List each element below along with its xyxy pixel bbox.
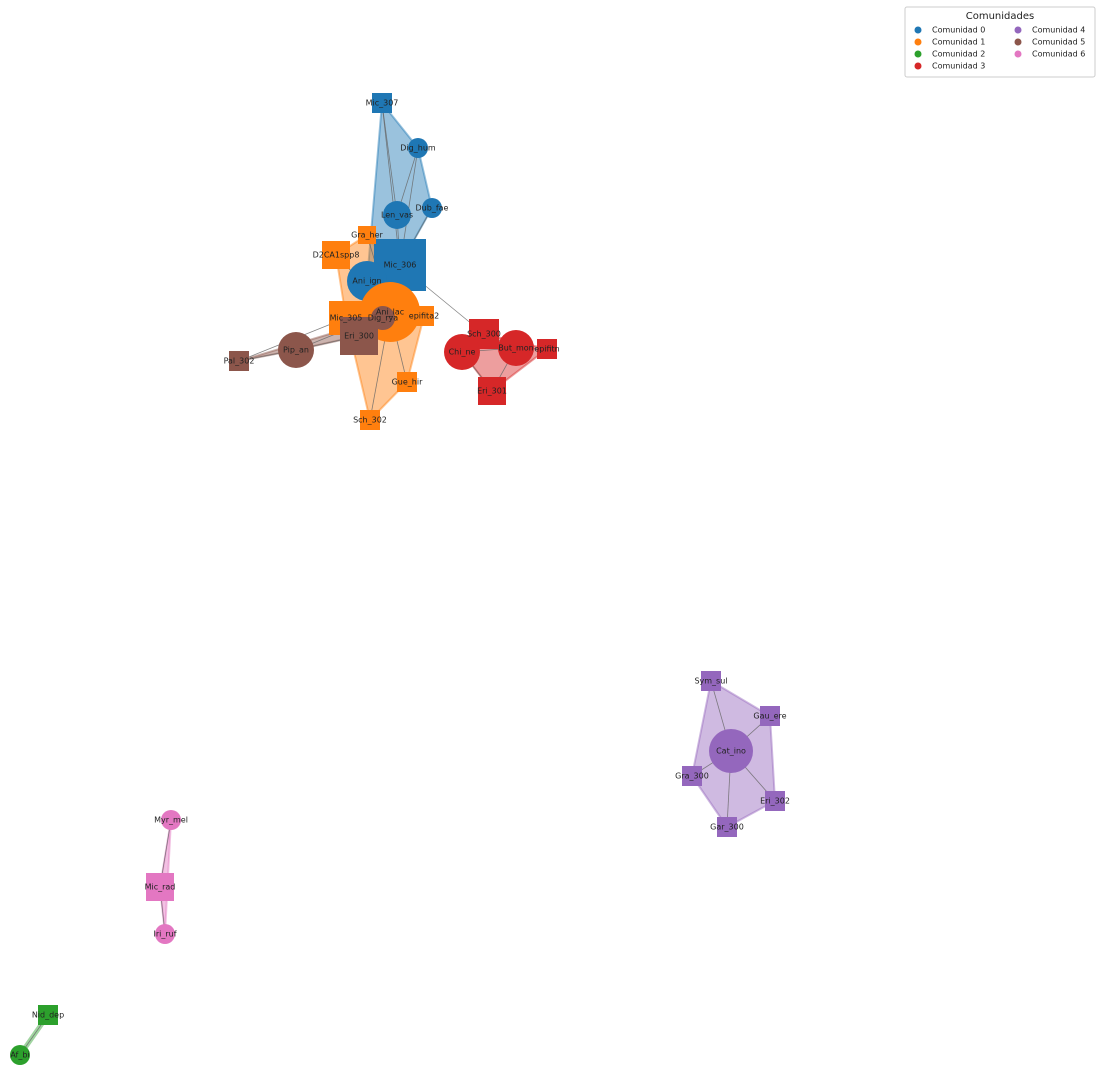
- legend-label: Comunidad 1: [932, 38, 985, 47]
- node: [478, 377, 506, 405]
- node-label: D2CA1spp8: [313, 251, 360, 260]
- legend-label: Comunidad 6: [1032, 50, 1085, 59]
- node-label: Gra_300: [675, 772, 709, 781]
- node-label: Eri_302: [760, 797, 790, 806]
- node: [701, 671, 721, 691]
- legend-box: [904, 6, 1096, 78]
- node: [358, 226, 376, 244]
- node: [161, 810, 181, 830]
- legend-label: Comunidad 2: [932, 50, 985, 59]
- legend-marker: [1014, 50, 1022, 58]
- node: [414, 306, 434, 326]
- node-label: Dig_rya: [368, 314, 398, 323]
- node: [10, 1045, 30, 1065]
- node-label: Dub_fae: [416, 204, 449, 213]
- node-label: Gue_hir: [392, 378, 423, 387]
- node-label: epifitn: [534, 345, 559, 354]
- node-label: Myr_mel: [154, 816, 188, 825]
- node: [340, 317, 378, 355]
- node-label: Sch_302: [353, 416, 387, 425]
- legend-marker: [914, 50, 922, 58]
- node-label: But_mon: [498, 344, 533, 353]
- node-label: Len_vas: [381, 211, 413, 220]
- node-label: Eri_300: [344, 332, 374, 341]
- node-label: Sym_sul: [694, 677, 727, 686]
- node: [422, 198, 442, 218]
- legend-label: Comunidad 3: [932, 62, 985, 71]
- node-label: Iri_ruf: [153, 930, 176, 939]
- node-label: Ani_lac: [376, 308, 404, 317]
- node: [444, 334, 480, 370]
- node: [372, 93, 392, 113]
- node-label: Af_bi: [10, 1051, 29, 1060]
- node: [682, 766, 702, 786]
- node: [360, 410, 380, 430]
- node: [155, 924, 175, 944]
- node: [765, 791, 785, 811]
- node: [717, 817, 737, 837]
- legend-title: Comunidades: [966, 11, 1034, 22]
- node: [760, 706, 780, 726]
- legend-label: Comunidad 5: [1032, 38, 1085, 47]
- node-label: Dig_hum: [400, 144, 436, 153]
- node-label: Mic_307: [366, 99, 399, 108]
- node: [383, 201, 411, 229]
- node: [408, 138, 428, 158]
- node: [709, 729, 753, 773]
- node-label: Sch_300: [467, 330, 501, 339]
- legend-label: Comunidad 4: [1032, 26, 1085, 35]
- legend-marker: [914, 26, 922, 34]
- node: [537, 339, 557, 359]
- node: [38, 1005, 58, 1025]
- legend-marker: [1014, 38, 1022, 46]
- node: [498, 330, 534, 366]
- node-label: Gau_ere: [753, 712, 786, 721]
- node: [229, 351, 249, 371]
- node: [397, 372, 417, 392]
- node: [278, 332, 314, 368]
- node-label: Pal_302: [224, 357, 255, 366]
- node-label: Eri_301: [477, 387, 507, 396]
- node-label: Chi_ne: [449, 348, 476, 357]
- edge: [381, 102, 401, 266]
- legend-label: Comunidad 0: [932, 26, 985, 35]
- node-label: epifita2: [409, 312, 439, 321]
- legend-marker: [1014, 26, 1022, 34]
- node: [146, 873, 174, 901]
- node-label: Gra_her: [351, 231, 383, 240]
- node-label: Pip_an: [283, 346, 309, 355]
- legend-marker: [914, 62, 922, 70]
- legend-marker: [914, 38, 922, 46]
- node-label: Gar_300: [710, 823, 744, 832]
- node-label: Cat_ino: [716, 747, 746, 756]
- node-label: Ani_ign: [352, 277, 381, 286]
- edge: [381, 102, 398, 216]
- node-label: Nid_dep: [32, 1011, 64, 1020]
- node-label: Mic_306: [384, 261, 417, 270]
- node: [322, 241, 350, 269]
- node-label: Mic_305: [330, 314, 363, 323]
- legend: Comunidades Comunidad 0 Comunidad 1 Comuni…: [904, 6, 1096, 78]
- node-label: Mic_rad: [145, 883, 176, 892]
